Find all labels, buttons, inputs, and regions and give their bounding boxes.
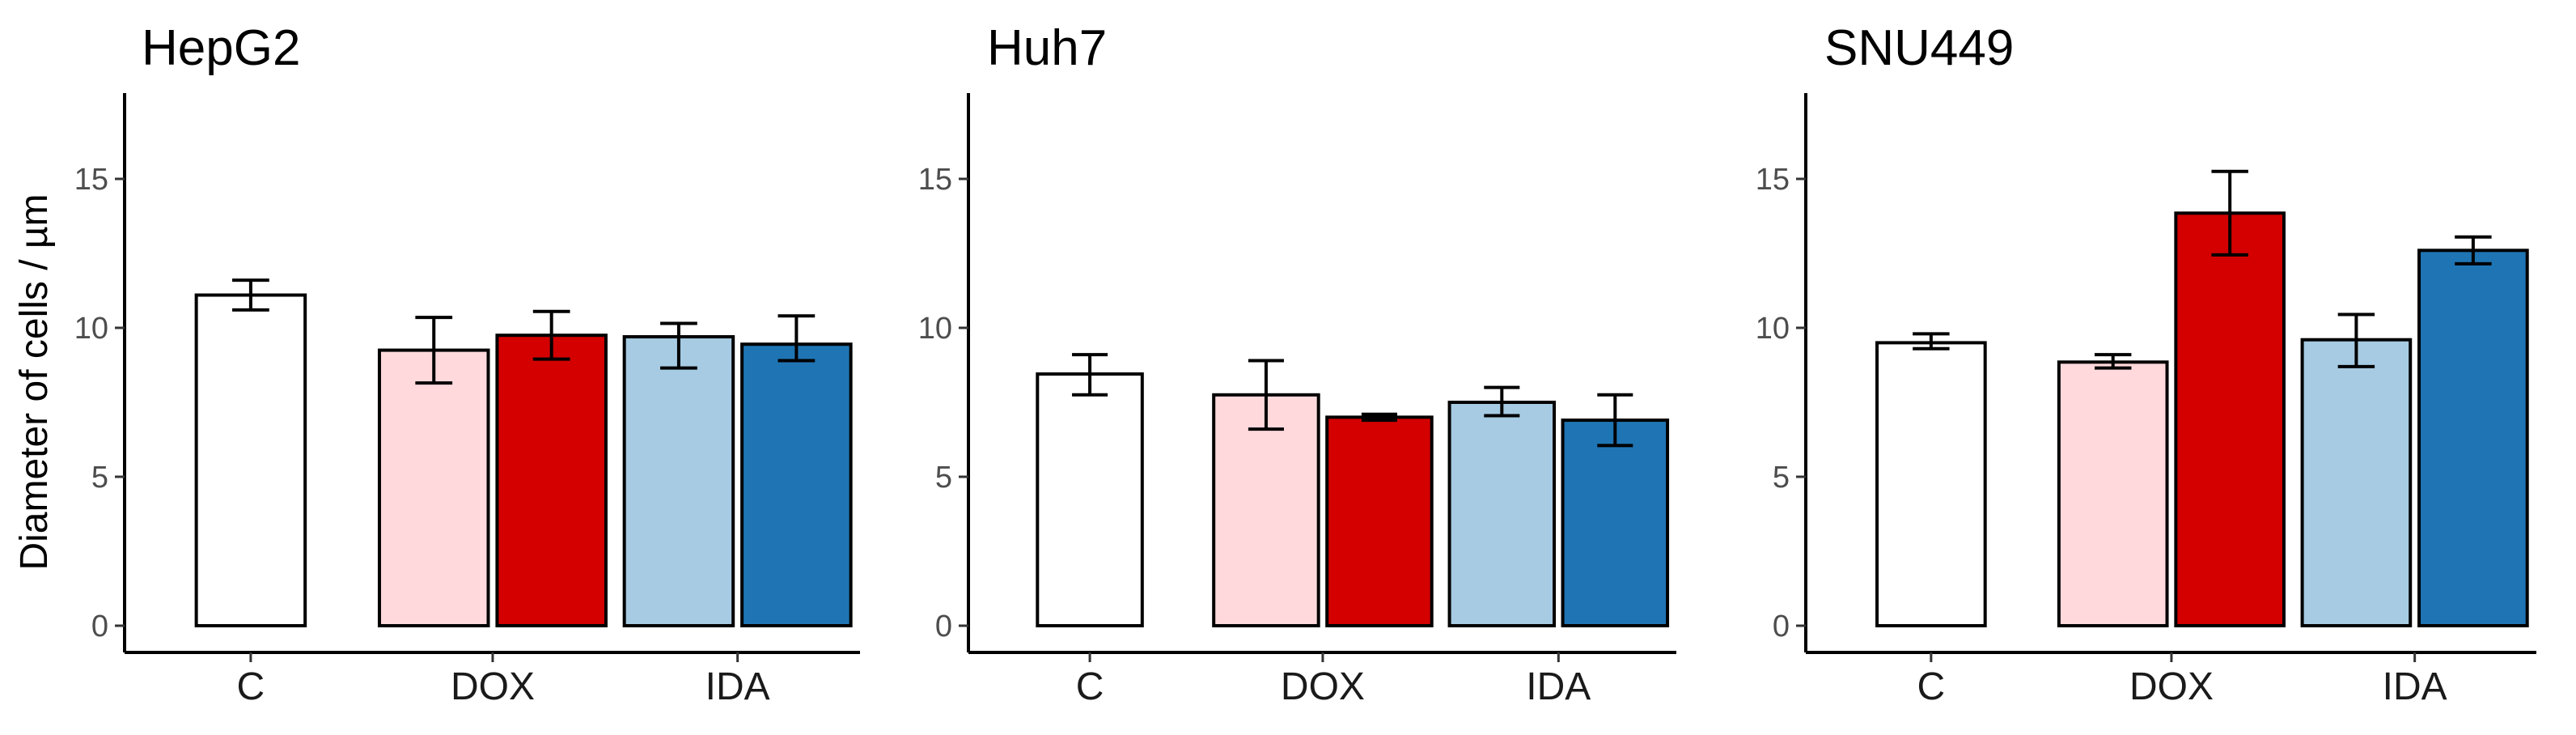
y-tick-label: 5: [91, 461, 108, 495]
bar-huh7-2: [1212, 393, 1320, 627]
y-tick-label: 15: [918, 163, 952, 197]
y-tick-label: 15: [74, 163, 108, 197]
x-tick-label-ida: IDA: [2383, 665, 2447, 708]
x-tick-label-ida: IDA: [705, 665, 770, 708]
bar-huh7-1: [1036, 372, 1144, 627]
x-tick-label-c: C: [237, 665, 265, 708]
panel-snu449: SNU449 0 5 10 15 C DOX IDA: [1756, 20, 2536, 708]
y-tick-label: 5: [1773, 461, 1790, 495]
bar-snu449-5: [2417, 249, 2529, 627]
y-tick-label: 10: [74, 312, 108, 346]
bar-hepg2-2: [377, 348, 490, 627]
panel-title-hepg2: HepG2: [142, 20, 300, 76]
bar-snu449-2: [2057, 360, 2169, 627]
y-tick-label: 5: [935, 461, 952, 495]
bar-snu449-3: [2174, 211, 2286, 627]
y-tick-label: 0: [91, 610, 108, 644]
x-tick-label-ida: IDA: [1526, 665, 1591, 708]
bar-huh7-4: [1447, 401, 1557, 627]
x-tick-label-dox: DOX: [451, 665, 535, 708]
bar-snu449-4: [2300, 338, 2413, 627]
panel-title-huh7: Huh7: [987, 20, 1107, 76]
x-tick-label-c: C: [1076, 665, 1104, 708]
panel-title-snu449: SNU449: [1824, 20, 2014, 76]
bar-hepg2-3: [495, 334, 608, 627]
bar-hepg2-5: [740, 342, 853, 627]
x-tick-label-dox: DOX: [1281, 665, 1365, 708]
y-tick-label: 0: [1773, 610, 1790, 644]
y-tick-label: 0: [935, 610, 952, 644]
y-axis-label: Diameter of cells / µm: [13, 193, 56, 570]
bar-snu449-1: [1875, 341, 1987, 627]
bar-huh7-5: [1561, 418, 1670, 628]
y-tick-label: 15: [1756, 163, 1790, 197]
x-tick-label-c: C: [1917, 665, 1946, 708]
bar-hepg2-4: [622, 335, 735, 627]
y-tick-label: 10: [1756, 312, 1790, 346]
bar-huh7-3: [1325, 415, 1434, 628]
bar-hepg2-1: [194, 293, 307, 627]
panel-hepg2: HepG2 0 5 10 15 C DOX IDA: [74, 20, 860, 708]
x-tick-label-dox: DOX: [2129, 665, 2214, 708]
panel-huh7: Huh7 0 5 10 15 C DOX IDA: [918, 20, 1676, 708]
y-tick-label: 10: [918, 312, 952, 346]
